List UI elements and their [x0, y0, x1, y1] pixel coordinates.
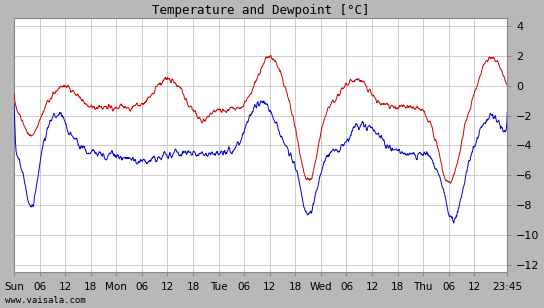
- Text: www.vaisala.com: www.vaisala.com: [5, 296, 86, 305]
- Title: Temperature and Dewpoint [°C]: Temperature and Dewpoint [°C]: [152, 4, 369, 17]
